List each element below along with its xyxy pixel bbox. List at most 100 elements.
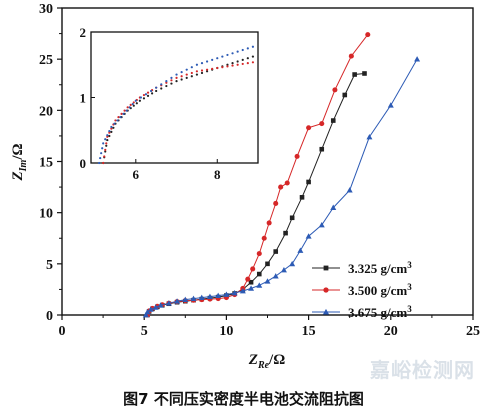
data-point xyxy=(346,187,353,193)
x-tick-label: 20 xyxy=(384,324,398,339)
inset-data-point xyxy=(236,60,239,63)
inset-data-point xyxy=(101,147,104,150)
inset-data-point xyxy=(146,94,150,97)
legend-label-superscript: 3 xyxy=(407,260,412,270)
inset-data-point xyxy=(131,102,134,106)
inset-data-point xyxy=(155,86,158,89)
inset-data-point xyxy=(108,129,111,133)
inset-data-point xyxy=(221,66,224,69)
x-axis-title-unit: /Ω xyxy=(268,352,285,368)
inset-data-point xyxy=(246,62,249,65)
data-point xyxy=(264,278,271,284)
inset-data-point xyxy=(226,53,229,57)
inset-series-2 xyxy=(102,61,255,165)
inset-data-point xyxy=(98,161,101,165)
data-point xyxy=(297,247,304,253)
x-tick-label: 15 xyxy=(302,324,316,339)
inset-data-point xyxy=(180,71,183,74)
inset-data-point xyxy=(112,126,115,129)
y-tick-label: 20 xyxy=(39,104,53,119)
inset-data-point xyxy=(205,60,209,63)
y-tick-label: 5 xyxy=(46,258,53,273)
x-tick-label: 10 xyxy=(219,324,233,339)
inset-data-point xyxy=(170,79,173,82)
inset-data-point xyxy=(132,101,135,104)
inset-data-point xyxy=(129,103,132,106)
data-point xyxy=(174,298,181,304)
data-point xyxy=(280,266,287,273)
inset-x-tick-label: 8 xyxy=(214,167,221,182)
data-point xyxy=(256,271,262,277)
inset-data-point xyxy=(195,73,199,76)
data-point xyxy=(283,230,288,236)
inset-data-point xyxy=(108,131,111,134)
data-point xyxy=(365,32,371,38)
inset-data-point xyxy=(165,80,168,83)
inset-data-point xyxy=(205,68,209,71)
inset-data-point xyxy=(144,93,148,96)
data-point xyxy=(261,235,267,241)
inset-data-point xyxy=(231,52,234,55)
inset-data-point xyxy=(119,116,122,119)
data-point xyxy=(256,251,262,257)
inset-data-point xyxy=(216,57,219,60)
data-point xyxy=(231,290,238,296)
inset-data-point xyxy=(138,99,141,102)
data-point xyxy=(366,133,373,140)
inset-data-point xyxy=(120,112,123,115)
data-point xyxy=(250,266,256,272)
inset-data-point xyxy=(170,76,173,79)
inset-data-point xyxy=(142,97,146,100)
inset-data-point xyxy=(211,58,214,61)
inset-data-point xyxy=(205,70,209,73)
y-tick-label: 30 xyxy=(39,2,53,17)
figure-caption: 图7 不同压实密度半电池交流阻抗图 xyxy=(123,390,364,408)
inset-data-point xyxy=(100,152,103,155)
inset-data-point xyxy=(190,75,193,78)
data-point xyxy=(306,125,312,131)
y-tick-label: 15 xyxy=(39,156,53,171)
inset-data-point xyxy=(185,73,188,76)
inset-data-point xyxy=(185,76,188,79)
inset-y-tick-label: 1 xyxy=(80,91,87,106)
inset-data-point xyxy=(231,62,234,65)
inset-data-point xyxy=(226,65,229,68)
inset-data-point xyxy=(246,47,249,50)
inset-data-point xyxy=(110,130,113,133)
inset-series-3 xyxy=(98,45,255,165)
inset-data-point xyxy=(104,138,107,141)
inset-data-point xyxy=(251,55,255,58)
x-tick-label: 5 xyxy=(141,324,148,339)
data-point xyxy=(319,146,325,152)
legend: 3.325 g/cm3 3.500 g/cm3 3.675 g/cm3 xyxy=(312,260,412,320)
legend-marker xyxy=(323,287,329,293)
data-point xyxy=(248,279,254,285)
x-axis-title-subscript: Re xyxy=(257,360,270,371)
data-point xyxy=(256,282,263,288)
inset-data-point xyxy=(160,83,163,86)
inset-data-point xyxy=(246,57,249,60)
inset-data-point xyxy=(106,138,109,142)
inset-data-point xyxy=(142,93,146,97)
inset-data-point xyxy=(195,63,199,66)
data-point xyxy=(144,308,151,315)
inset-data-point xyxy=(175,80,178,83)
inset-data-point xyxy=(241,62,244,66)
data-point xyxy=(387,102,394,108)
inset-data-point xyxy=(165,81,168,84)
data-point xyxy=(272,273,279,279)
inset-data-point xyxy=(106,135,109,138)
inset-data-point xyxy=(190,66,193,69)
inset-plot-area: 6 8 0 1 2 xyxy=(80,25,259,182)
inset-data-point xyxy=(126,106,129,109)
inset-data-point xyxy=(180,78,183,81)
data-point xyxy=(142,312,149,318)
inset-data-point xyxy=(190,71,193,75)
data-point xyxy=(165,300,172,306)
inset-data-point xyxy=(155,89,158,93)
inset-data-point xyxy=(104,148,107,151)
data-point xyxy=(348,53,354,59)
inset-data-point xyxy=(110,125,113,129)
data-point xyxy=(289,260,296,267)
inset-data-point xyxy=(103,155,106,158)
